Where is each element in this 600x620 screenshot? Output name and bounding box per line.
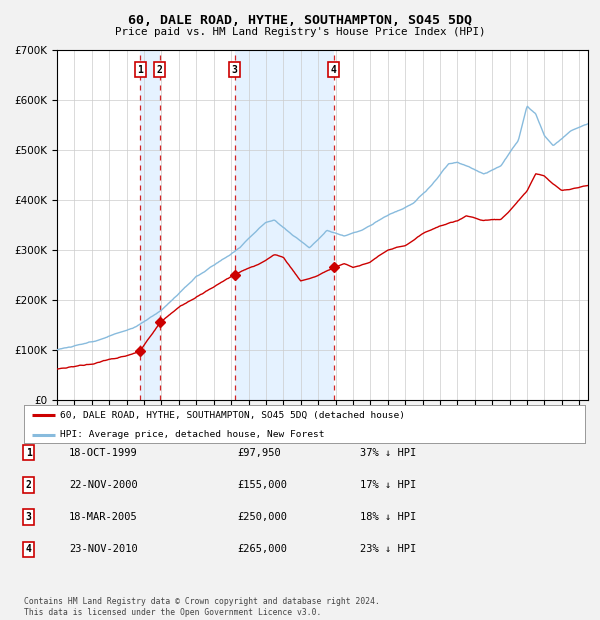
Text: £265,000: £265,000 <box>237 544 287 554</box>
Text: 18-OCT-1999: 18-OCT-1999 <box>69 448 138 458</box>
Text: 37% ↓ HPI: 37% ↓ HPI <box>360 448 416 458</box>
Text: Price paid vs. HM Land Registry's House Price Index (HPI): Price paid vs. HM Land Registry's House … <box>115 27 485 37</box>
Text: 4: 4 <box>331 64 337 74</box>
Text: 60, DALE ROAD, HYTHE, SOUTHAMPTON, SO45 5DQ: 60, DALE ROAD, HYTHE, SOUTHAMPTON, SO45 … <box>128 14 472 27</box>
Text: 1: 1 <box>26 448 32 458</box>
Text: £97,950: £97,950 <box>237 448 281 458</box>
Text: 1: 1 <box>137 64 143 74</box>
Text: 3: 3 <box>232 64 238 74</box>
Text: 60, DALE ROAD, HYTHE, SOUTHAMPTON, SO45 5DQ (detached house): 60, DALE ROAD, HYTHE, SOUTHAMPTON, SO45 … <box>61 410 406 420</box>
Text: 22-NOV-2000: 22-NOV-2000 <box>69 480 138 490</box>
Text: 2: 2 <box>26 480 32 490</box>
Text: Contains HM Land Registry data © Crown copyright and database right 2024.
This d: Contains HM Land Registry data © Crown c… <box>24 598 380 617</box>
Text: HPI: Average price, detached house, New Forest: HPI: Average price, detached house, New … <box>61 430 325 440</box>
Text: 23-NOV-2010: 23-NOV-2010 <box>69 544 138 554</box>
Text: 3: 3 <box>26 512 32 522</box>
Text: £155,000: £155,000 <box>237 480 287 490</box>
Bar <box>140 50 160 400</box>
Text: 4: 4 <box>26 544 32 554</box>
Text: 17% ↓ HPI: 17% ↓ HPI <box>360 480 416 490</box>
Bar <box>235 50 334 400</box>
Text: £250,000: £250,000 <box>237 512 287 522</box>
Text: 18% ↓ HPI: 18% ↓ HPI <box>360 512 416 522</box>
Text: 2: 2 <box>157 64 163 74</box>
Text: 23% ↓ HPI: 23% ↓ HPI <box>360 544 416 554</box>
Text: 18-MAR-2005: 18-MAR-2005 <box>69 512 138 522</box>
